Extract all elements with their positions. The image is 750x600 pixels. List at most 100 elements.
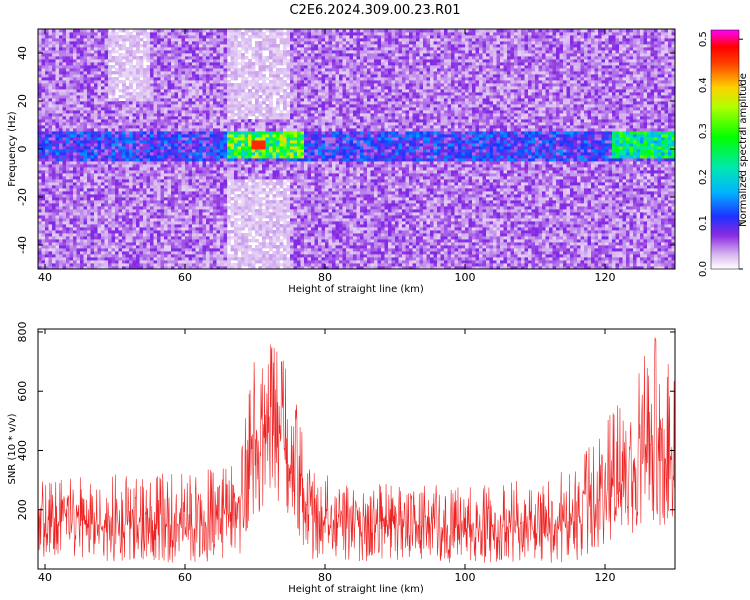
heatmap-cell: [220, 215, 224, 219]
heatmap-cell: [552, 233, 557, 237]
heatmap-cell: [514, 188, 518, 192]
heatmap-cell: [647, 251, 651, 255]
heatmap-cell: [398, 254, 403, 258]
heatmap-cell: [181, 185, 186, 189]
heatmap-cell: [286, 185, 291, 189]
heatmap-cell: [45, 239, 49, 243]
heatmap-cell: [174, 209, 179, 213]
heatmap-cell: [328, 209, 333, 213]
heatmap-cell: [157, 254, 161, 258]
heatmap-cell: [426, 197, 431, 201]
heatmap-cell: [451, 206, 455, 210]
heatmap-cell: [48, 191, 53, 195]
heatmap-cell: [542, 221, 546, 225]
heatmap-cell: [94, 218, 98, 222]
heatmap-cell: [94, 209, 98, 213]
heatmap-cell: [363, 188, 368, 192]
heatmap-cell: [661, 224, 665, 228]
heatmap-cell: [160, 251, 165, 255]
heatmap-cell: [461, 251, 466, 255]
heatmap-cell: [416, 206, 420, 210]
heatmap-cell: [451, 203, 455, 207]
heatmap-cell: [419, 221, 424, 225]
heatmap-cell: [108, 233, 112, 237]
heatmap-cell: [671, 242, 676, 246]
heatmap-cell: [384, 185, 389, 189]
heatmap-cell: [475, 200, 480, 204]
heatmap-cell: [262, 224, 266, 228]
heatmap-cell: [636, 242, 641, 246]
heatmap-cell: [615, 218, 620, 222]
heatmap-cell: [374, 260, 378, 264]
heatmap-cell: [458, 266, 462, 270]
heatmap-cell: [143, 257, 147, 261]
heatmap-cell: [209, 209, 214, 213]
heatmap-cell: [241, 251, 245, 255]
heatmap-cell: [307, 245, 312, 249]
heatmap-cell: [514, 227, 518, 231]
heatmap-cell: [164, 254, 168, 258]
heatmap-cell: [507, 242, 511, 246]
heatmap-cell: [398, 185, 403, 189]
heatmap-cell: [552, 245, 557, 249]
heatmap-cell: [101, 218, 105, 222]
heatmap-cell: [241, 200, 245, 204]
heatmap-cell: [643, 257, 648, 261]
heatmap-cell: [118, 257, 123, 261]
heatmap-cell: [615, 239, 620, 243]
heatmap-cell: [272, 185, 277, 189]
heatmap-cell: [108, 245, 112, 249]
heatmap-cell: [101, 236, 105, 240]
heatmap-cell: [251, 206, 256, 210]
heatmap-cell: [391, 221, 396, 225]
heatmap-cell: [402, 206, 406, 210]
heatmap-cell: [451, 212, 455, 216]
heatmap-cell: [160, 257, 165, 261]
heatmap-cell: [209, 218, 214, 222]
heatmap-cell: [90, 209, 95, 213]
heatmap-cell: [640, 203, 644, 207]
heatmap-cell: [549, 200, 553, 204]
heatmap-cell: [496, 191, 501, 195]
heatmap-cell: [150, 248, 154, 252]
heatmap-cell: [325, 254, 329, 258]
heatmap-cell: [507, 230, 511, 234]
heatmap-cell: [209, 212, 214, 216]
heatmap-cell: [174, 191, 179, 195]
heatmap-cell: [503, 257, 508, 261]
heatmap-cell: [314, 203, 319, 207]
heatmap-cell: [76, 227, 81, 231]
heatmap-cell: [360, 236, 364, 240]
heatmap-cell: [395, 266, 399, 270]
heatmap-cell: [535, 266, 539, 270]
heatmap-cell: [384, 251, 389, 255]
heatmap-cell: [538, 260, 543, 264]
heatmap-cell: [587, 206, 592, 210]
heatmap-cell: [388, 215, 392, 219]
heatmap-cell: [395, 218, 399, 222]
heatmap-cell: [405, 215, 410, 219]
heatmap-cell: [132, 191, 137, 195]
heatmap-cell: [125, 242, 130, 246]
heatmap-cell: [594, 203, 599, 207]
heatmap-cell: [108, 248, 112, 252]
heatmap-cell: [437, 209, 441, 213]
heatmap-cell: [94, 194, 98, 198]
heatmap-cell: [38, 233, 42, 237]
heatmap-cell: [143, 230, 147, 234]
heatmap-cell: [528, 188, 532, 192]
heatmap-cell: [216, 203, 221, 207]
heatmap-cell: [360, 203, 364, 207]
heatmap-cell: [300, 188, 305, 192]
heatmap-cell: [164, 200, 168, 204]
heatmap-cell: [587, 245, 592, 249]
heatmap-cell: [136, 233, 140, 237]
heatmap-cell: [633, 215, 637, 219]
heatmap-cell: [650, 254, 655, 258]
heatmap-cell: [479, 218, 483, 222]
heatmap-cell: [605, 251, 609, 255]
heatmap-cell: [510, 239, 515, 243]
heatmap-cell: [458, 188, 462, 192]
heatmap-cell: [626, 209, 630, 213]
heatmap-cell: [402, 257, 406, 261]
